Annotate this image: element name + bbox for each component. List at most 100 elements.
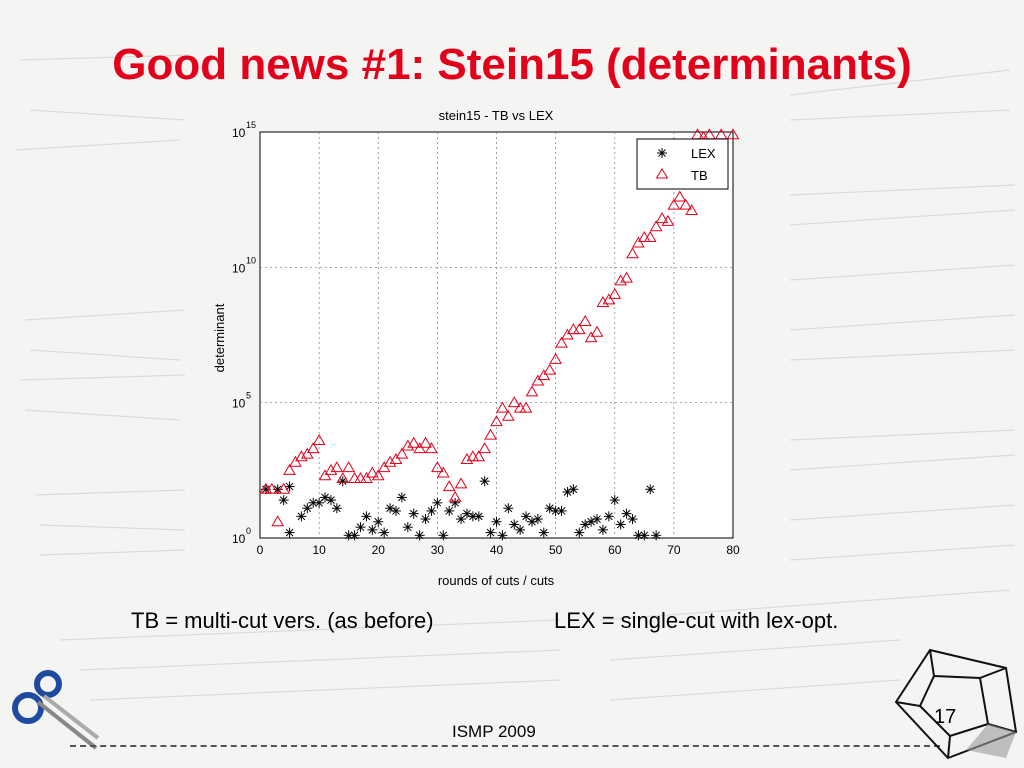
tb-point — [561, 328, 574, 340]
slide-title: Good news #1: Stein15 (determinants) — [112, 40, 912, 89]
tb-point — [596, 296, 610, 308]
lex-point — [639, 530, 650, 541]
lex-point — [473, 511, 484, 522]
lex-point — [503, 503, 514, 514]
lex-point — [325, 495, 336, 506]
tb-point — [673, 190, 687, 202]
tb-point — [555, 336, 568, 348]
legend-tb-label: TB — [691, 168, 708, 183]
tb-point — [448, 490, 462, 502]
lex-point — [337, 476, 348, 487]
lex-point — [272, 484, 283, 495]
lex-point — [556, 505, 567, 516]
y-tick-exponent: 0 — [246, 526, 251, 536]
hypercube-icon — [894, 648, 1018, 760]
tb-point — [478, 442, 492, 454]
lex-point — [349, 530, 360, 541]
tb-point — [306, 442, 320, 454]
tb-point — [277, 482, 291, 494]
tb-point — [726, 128, 740, 140]
tb-point — [300, 447, 314, 459]
tb-point — [572, 323, 586, 335]
footer-divider — [70, 745, 940, 747]
tb-point — [507, 396, 521, 408]
x-tick-label: 80 — [726, 543, 740, 557]
x-tick-label: 50 — [549, 543, 563, 557]
tb-point — [578, 314, 592, 326]
tb-point — [608, 287, 622, 299]
lex-point — [515, 524, 526, 535]
lex-point — [621, 508, 632, 519]
tb-point — [626, 247, 639, 259]
tb-point — [590, 325, 604, 337]
tb-point — [484, 428, 497, 440]
tb-point — [490, 415, 503, 427]
lex-point — [444, 505, 455, 516]
lex-point — [284, 527, 295, 538]
tb-point — [584, 331, 598, 343]
x-tick-label: 0 — [257, 543, 264, 557]
chart-legend: LEX TB — [636, 138, 729, 190]
tb-point — [395, 447, 409, 459]
lex-point — [532, 514, 543, 525]
page-number: 17 — [934, 706, 957, 728]
lex-point — [538, 527, 549, 538]
lex-point — [402, 522, 413, 533]
tb-point — [407, 436, 421, 448]
y-tick-exponent: 15 — [246, 120, 256, 130]
tb-point — [661, 214, 675, 226]
tb-point — [649, 220, 663, 232]
tb-point — [336, 471, 350, 483]
tb-point — [389, 453, 403, 465]
y-tick-label: 10 — [232, 261, 246, 275]
lex-point — [408, 508, 419, 519]
tb-point — [295, 450, 308, 462]
tb-point — [496, 401, 509, 413]
tb-point — [360, 471, 373, 483]
x-tick-label: 60 — [608, 543, 622, 557]
tb-point — [519, 401, 533, 413]
lex-point — [574, 527, 585, 538]
scissors-icon — [12, 670, 100, 750]
tb-point — [283, 463, 296, 475]
lex-point — [296, 511, 307, 522]
x-tick-label: 70 — [667, 543, 681, 557]
tb-point — [655, 212, 669, 224]
tb-point — [377, 461, 391, 473]
x-tick-label: 40 — [490, 543, 504, 557]
tb-point — [413, 442, 427, 454]
tb-point — [419, 436, 432, 448]
tb-point — [436, 466, 450, 478]
tb-point — [431, 461, 444, 473]
lex-point — [479, 476, 490, 487]
tb-point — [442, 480, 456, 492]
lex-point — [497, 530, 508, 541]
lex-point — [627, 514, 638, 525]
tb-point — [472, 450, 486, 462]
footer-conference: ISMP 2009 — [452, 722, 536, 741]
legend-lex-label: LEX — [691, 146, 716, 161]
caption-lex: LEX = single-cut with lex-opt. — [554, 608, 839, 633]
lex-point — [485, 527, 496, 538]
tb-point — [318, 469, 332, 481]
tb-point — [312, 434, 326, 446]
lex-point — [597, 524, 608, 535]
lex-point — [615, 519, 626, 530]
lex-point — [314, 497, 325, 508]
x-axis-label: rounds of cuts / cuts — [438, 573, 555, 588]
x-tick-label: 30 — [431, 543, 445, 557]
y-tick-label: 10 — [232, 532, 246, 546]
x-tick-label: 20 — [372, 543, 386, 557]
tb-point — [614, 274, 628, 286]
lex-point — [651, 530, 662, 541]
tb-point — [679, 198, 693, 210]
tb-point — [371, 469, 385, 481]
lex-point — [420, 514, 431, 525]
lex-point — [609, 495, 620, 506]
lex-point — [331, 503, 342, 514]
tb-point — [632, 236, 645, 248]
tb-point — [685, 203, 698, 215]
y-axis-label: determinant — [212, 303, 227, 372]
lex-point — [603, 511, 614, 522]
lex-point — [414, 530, 425, 541]
